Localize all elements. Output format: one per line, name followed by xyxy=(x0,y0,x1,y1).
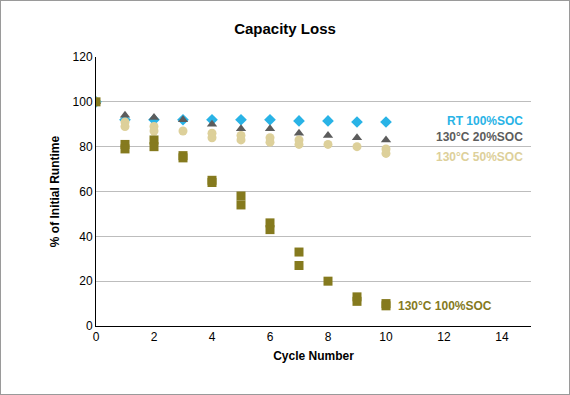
svg-text:0: 0 xyxy=(93,330,100,344)
svg-text:14: 14 xyxy=(495,330,509,344)
svg-text:10: 10 xyxy=(379,330,393,344)
svg-text:130°C 50%SOC: 130°C 50%SOC xyxy=(436,150,523,164)
svg-text:20: 20 xyxy=(79,274,93,288)
svg-text:% of Initial Runtime: % of Initial Runtime xyxy=(48,136,62,248)
svg-text:80: 80 xyxy=(79,140,93,154)
svg-text:40: 40 xyxy=(79,230,93,244)
svg-text:120: 120 xyxy=(73,50,93,64)
svg-text:2: 2 xyxy=(151,330,158,344)
svg-text:130°C 100%SOC: 130°C 100%SOC xyxy=(398,299,492,313)
svg-text:Cycle Number: Cycle Number xyxy=(273,349,354,363)
svg-text:60: 60 xyxy=(79,185,93,199)
svg-text:Capacity Loss: Capacity Loss xyxy=(234,20,336,37)
svg-text:100: 100 xyxy=(73,95,93,109)
svg-text:130°C 20%SOC: 130°C 20%SOC xyxy=(436,130,523,144)
svg-text:4: 4 xyxy=(209,330,216,344)
svg-text:RT 100%SOC: RT 100%SOC xyxy=(447,114,523,128)
svg-text:0: 0 xyxy=(86,319,93,333)
svg-text:6: 6 xyxy=(267,330,274,344)
svg-text:8: 8 xyxy=(325,330,332,344)
svg-text:12: 12 xyxy=(437,330,451,344)
